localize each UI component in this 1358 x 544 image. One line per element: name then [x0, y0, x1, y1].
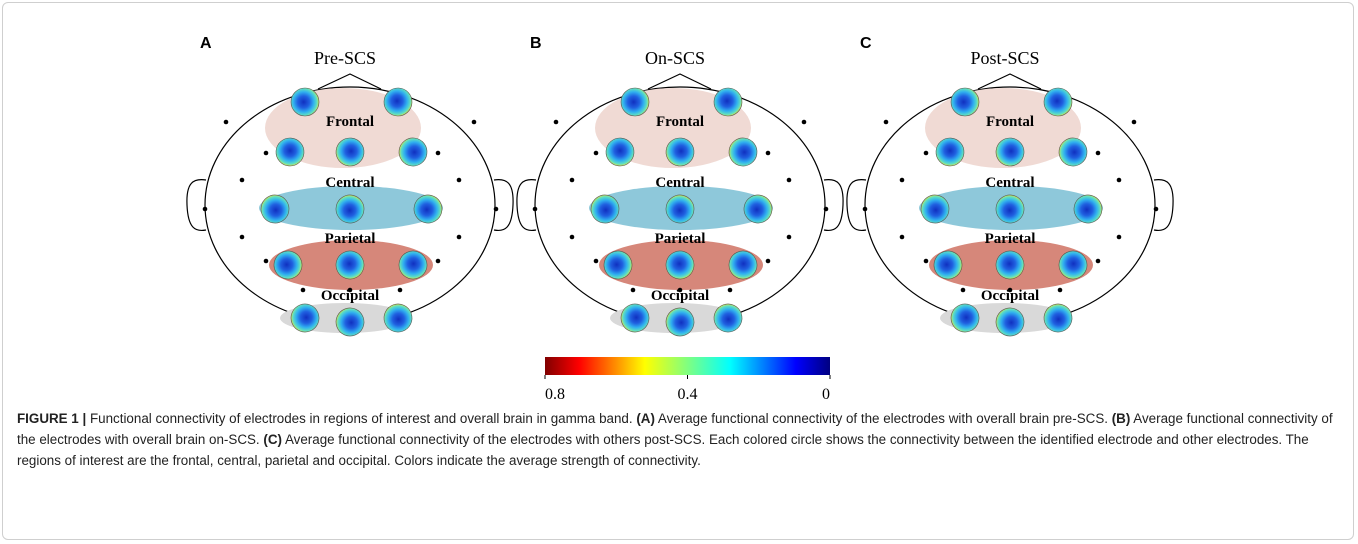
electrode-dot [570, 178, 575, 183]
region-label: Frontal [326, 114, 374, 130]
ear [187, 180, 206, 231]
panel-title: On-SCS [645, 48, 705, 68]
topo-map [951, 88, 979, 116]
topo-map [621, 88, 649, 116]
colorbar-tick-label: 0.4 [678, 386, 698, 400]
panel-label: B [530, 35, 542, 52]
electrode-dot [570, 235, 575, 240]
caption: FIGURE 1 | Functional connectivity of el… [17, 408, 1342, 471]
caption-label: FIGURE 1 | [17, 411, 86, 426]
caption-intro: Functional connectivity of electrodes in… [90, 411, 633, 426]
caption-item-label: (B) [1112, 411, 1131, 426]
electrode-dot [631, 288, 636, 293]
region-label: Central [655, 175, 704, 191]
region-label: Central [325, 175, 374, 191]
electrode-dot [787, 178, 792, 183]
ear [494, 180, 513, 231]
region-label: Central [985, 175, 1034, 191]
electrode-dot [594, 259, 599, 264]
electrode-dot [472, 120, 477, 125]
electrode-dot [457, 235, 462, 240]
electrode-dot [436, 259, 441, 264]
electrode-dot [264, 151, 269, 156]
electrode-dot [766, 259, 771, 264]
topo-map [380, 300, 416, 336]
caption-item-label: (A) [636, 411, 655, 426]
colorbar-tick-label: 0.8 [545, 386, 565, 400]
region-label: Parietal [985, 231, 1036, 247]
ear [847, 180, 866, 231]
region-label: Frontal [656, 114, 704, 130]
electrode-dot [301, 288, 306, 293]
colorbar-tick-label: 0 [822, 386, 830, 400]
electrode-dot [766, 151, 771, 156]
electrode-dot [900, 235, 905, 240]
caption-item-text: Average functional connectivity of the e… [285, 432, 705, 447]
region-label: Occipital [651, 288, 709, 304]
panel: Frontal Central Parietal Occipital C Post-SCS [847, 35, 1173, 340]
electrode-dot [533, 207, 538, 212]
figure: FrontalCentralParietalOccipitalAPre-SCSF… [0, 0, 1358, 400]
region-label: Parietal [325, 231, 376, 247]
electrode-dot [240, 178, 245, 183]
topo-map [1040, 300, 1076, 336]
electrode-dot [554, 120, 559, 125]
electrode-dot [787, 235, 792, 240]
ear [1154, 180, 1173, 231]
electrode-dot [863, 207, 868, 212]
electrode-dot [264, 259, 269, 264]
topo-map [291, 88, 319, 116]
topo-map [710, 300, 746, 336]
electrode-dot [961, 288, 966, 293]
region-label: Parietal [655, 231, 706, 247]
electrode-dot [494, 207, 499, 212]
panel: Frontal Central Parietal Occipital A Pre-SCS [187, 35, 513, 340]
region-label: Occipital [321, 288, 379, 304]
caption-item-text: Average functional connectivity of the e… [658, 411, 1108, 426]
electrode-dot [436, 151, 441, 156]
panel-title: Post-SCS [970, 48, 1039, 68]
electrode-dot [1117, 178, 1122, 183]
electrode-dot [802, 120, 807, 125]
region-label: Frontal [986, 114, 1034, 130]
electrode-dot [924, 259, 929, 264]
electrode-dot [203, 207, 208, 212]
panel-title: Pre-SCS [314, 48, 376, 68]
ear [824, 180, 843, 231]
electrode-dot [398, 288, 403, 293]
caption-item-label: (C) [263, 432, 282, 447]
electrode-dot [1058, 288, 1063, 293]
colorbar [545, 357, 830, 375]
electrode-dot [924, 151, 929, 156]
panel-label: C [860, 35, 872, 52]
electrode-dot [1096, 259, 1101, 264]
electrode-dot [1132, 120, 1137, 125]
electrode-dot [1117, 235, 1122, 240]
electrode-dot [1096, 151, 1101, 156]
electrode-dot [884, 120, 889, 125]
panel: Frontal Central Parietal Occipital B On-SCS [517, 35, 843, 340]
electrode-dot [457, 178, 462, 183]
electrode-dot [1154, 207, 1159, 212]
electrode-dot [824, 207, 829, 212]
panel-label: A [200, 35, 212, 52]
ear [517, 180, 536, 231]
electrode-dot [900, 178, 905, 183]
electrode-dot [240, 235, 245, 240]
region-label: Occipital [981, 288, 1039, 304]
electrode-dot [224, 120, 229, 125]
electrode-dot [594, 151, 599, 156]
electrode-dot [728, 288, 733, 293]
